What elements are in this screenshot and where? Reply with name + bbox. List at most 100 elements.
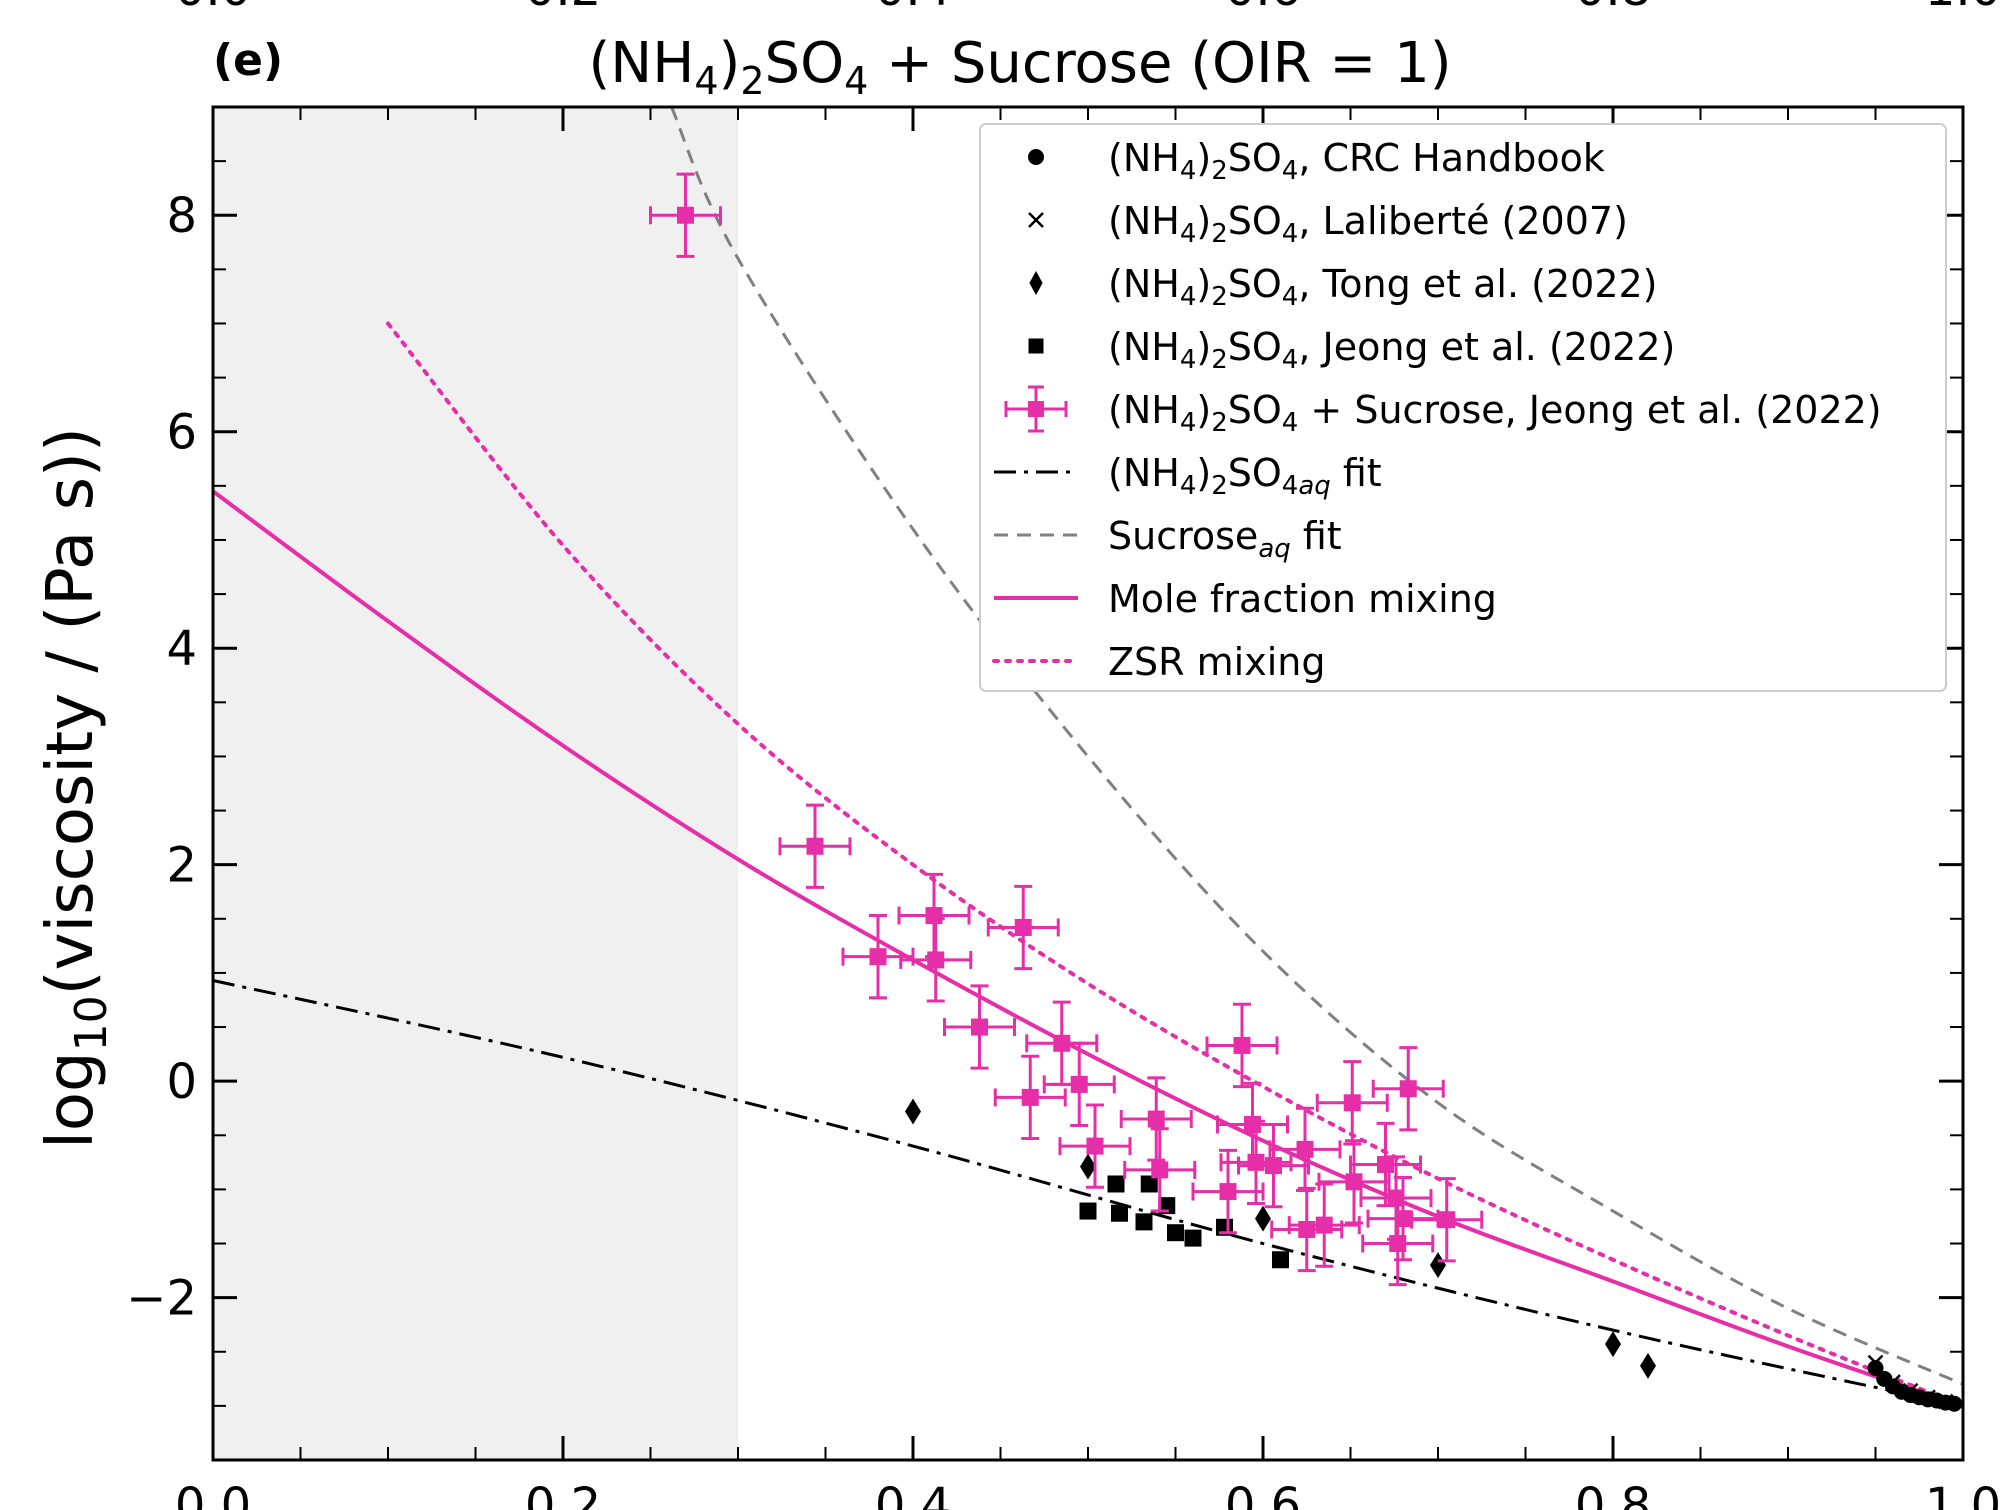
errorbar-point <box>1119 1076 1193 1162</box>
square-marker <box>677 206 694 224</box>
errorbar-point <box>897 872 971 959</box>
diamond-marker <box>1430 1252 1446 1279</box>
legend: (NH4)2SO4, CRC Handbook (NH4)2SO4, Lalibe… <box>979 123 1947 692</box>
y-tick-label: 8 <box>166 188 197 244</box>
errorbar-point <box>899 917 973 1003</box>
square-marker <box>1315 1216 1333 1234</box>
data-points <box>649 172 1963 1412</box>
square-marker <box>925 907 943 925</box>
square-marker <box>1438 1211 1456 1229</box>
square-marker <box>1219 1183 1237 1201</box>
x-marker-stroke <box>1028 212 1044 228</box>
square-marker <box>971 1018 988 1036</box>
circle-marker <box>1867 1359 1884 1376</box>
square-marker <box>1265 1157 1282 1175</box>
y-tick-label: 6 <box>166 405 197 461</box>
square-marker <box>1247 1153 1265 1171</box>
square-marker <box>1021 1088 1039 1106</box>
diamond-marker <box>1029 271 1043 295</box>
errorbar-point <box>1371 1046 1445 1132</box>
errorbar-point <box>1205 1002 1279 1089</box>
legend-label-mole_mixing: Mole fraction mixing <box>1108 577 1497 621</box>
x-marker <box>1867 1354 1884 1371</box>
square-marker <box>1014 918 1032 936</box>
top-tick-label: 1.0 <box>1925 0 2001 17</box>
errorbar-point <box>1287 1182 1361 1268</box>
legend-label-crc: (NH4)2SO4, CRC Handbook <box>1108 136 1605 186</box>
x-tick-label: 0.6 <box>1225 1478 1301 1510</box>
square-marker <box>1394 1210 1412 1228</box>
errorbar-point <box>993 1054 1067 1141</box>
axis-ticks: 0.0 0.2 0.4 0.6 0.8 1.0 −2 0 2 4 6 8 <box>126 106 2001 1510</box>
errorbar-point <box>778 803 852 889</box>
square-marker <box>1343 1094 1361 1112</box>
errorbar-point <box>1410 1177 1484 1263</box>
fit-curves <box>211 106 1965 1408</box>
x-tick-label: 0.0 <box>175 1478 251 1510</box>
errorbar-point <box>1123 1127 1197 1213</box>
errorbar-point <box>1191 1148 1265 1235</box>
x-marker <box>1920 1389 1936 1406</box>
x-marker <box>1902 1382 1919 1399</box>
square-marker <box>1107 1175 1125 1193</box>
y-tick-label: 4 <box>166 621 197 677</box>
square-marker <box>1028 338 1044 354</box>
legend-label-as_fit: (NH4)2SO4aq fit <box>1108 451 1382 501</box>
diamond-marker <box>905 1098 921 1125</box>
x-marker-stroke <box>1937 1393 1954 1410</box>
legend-label-laliberte: (NH4)2SO4, Laliberté (2007) <box>1108 199 1628 249</box>
curve-solid <box>211 489 1964 1408</box>
errorbar-point <box>943 984 1016 1070</box>
legend-label-jeong_sucrose: (NH4)2SO4 + Sucrose, Jeong et al. (2022) <box>1108 388 1882 438</box>
square-marker <box>1233 1036 1251 1054</box>
diamond-marker <box>1080 1153 1096 1180</box>
square-marker <box>1086 1137 1104 1155</box>
top-tick-label: 0.8 <box>1575 0 1651 17</box>
errorbar-point <box>986 884 1060 971</box>
square-marker <box>1399 1080 1417 1098</box>
x-tick-label: 0.8 <box>1575 1478 1651 1510</box>
square-marker <box>869 948 887 966</box>
square-marker <box>1135 1213 1153 1231</box>
y-tick-label: 0 <box>166 1054 197 1110</box>
top-tick-label: 0.0 <box>175 0 251 17</box>
x-marker <box>1885 1374 1901 1390</box>
legend-handle-jeong <box>1028 338 1044 354</box>
square-marker <box>1345 1173 1363 1191</box>
x-marker-stroke <box>1867 1354 1884 1371</box>
square-marker <box>1147 1110 1165 1128</box>
square-marker <box>1167 1224 1184 1242</box>
square-marker <box>1151 1161 1169 1179</box>
square-marker <box>1028 401 1044 417</box>
diamond-marker <box>1255 1205 1271 1232</box>
square-marker <box>1079 1202 1097 1220</box>
square-marker <box>1070 1075 1088 1093</box>
legend-handle-tong <box>1029 271 1043 295</box>
square-marker <box>1296 1140 1314 1158</box>
legend-box <box>979 123 1947 692</box>
errorbar-point <box>1058 1103 1132 1189</box>
square-marker <box>806 837 824 855</box>
square-marker <box>1272 1251 1289 1269</box>
errorbar-point <box>1268 1106 1342 1192</box>
curve-dashed <box>670 106 1964 1386</box>
x-marker <box>1028 212 1044 228</box>
y-axis-label: log10(viscosity / (Pa s)) <box>34 427 117 1149</box>
top-tick-label: 0.2 <box>525 0 601 17</box>
legend-label-zsr_mixing: ZSR mixing <box>1108 640 1325 684</box>
diamond-marker <box>1605 1331 1621 1358</box>
square-marker <box>1184 1229 1202 1247</box>
square-marker <box>1244 1115 1261 1133</box>
x-tick-label: 1.0 <box>1925 1478 2001 1510</box>
errorbar-point <box>1317 1139 1391 1225</box>
errorbar-point <box>649 172 722 258</box>
chart-title: (NH4)2SO4 + Sucrose (OIR = 1) <box>588 31 1451 103</box>
x-marker-stroke <box>1920 1389 1936 1406</box>
square-marker <box>1053 1034 1071 1052</box>
circle-marker <box>1028 149 1044 165</box>
shaded-region <box>213 107 738 1460</box>
diamond-marker <box>1640 1352 1656 1379</box>
panel-label: (e) <box>213 35 283 86</box>
legend-handle-laliberte <box>1028 212 1044 228</box>
